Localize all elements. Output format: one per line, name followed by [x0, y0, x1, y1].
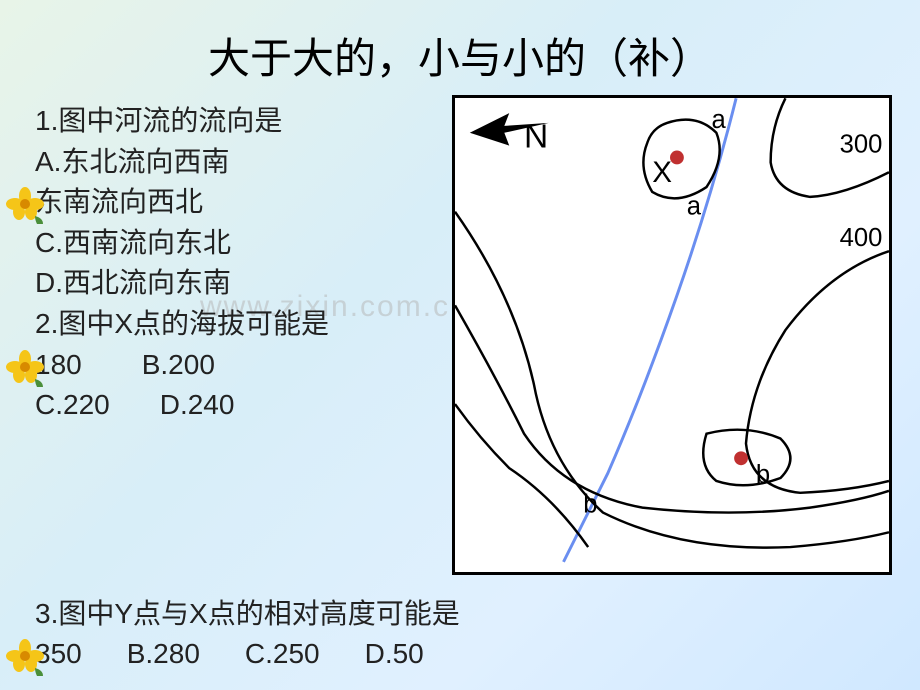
q1-opt-a: A.东北流向西南 — [35, 142, 450, 183]
question-list: 1.图中河流的流向是 A.东北流向西南 东南流向西北 C.西南流向东北 D.西北… — [10, 96, 450, 426]
north-arrow-icon: N — [470, 113, 549, 156]
q3-options: 350 B.280 C.250 D.50 — [35, 634, 900, 675]
a-bottom-label: a — [687, 193, 702, 221]
q3-opt-c: C.250 — [245, 634, 320, 675]
q2-opt-d: D.240 — [160, 385, 235, 426]
label-400: 400 — [840, 224, 883, 252]
diagram-svg: N X a a b b 300 400 — [455, 98, 889, 572]
q2-opt-c: C.220 — [35, 385, 110, 426]
flower-icon — [5, 636, 45, 676]
page-title: 大于大的，小与小的（补） — [0, 0, 920, 96]
x-point — [670, 151, 684, 165]
north-label: N — [524, 119, 548, 156]
label-300: 300 — [840, 131, 883, 159]
q3-stem: 3.图中Y点与X点的相对高度可能是 — [35, 594, 900, 635]
a-top-label: a — [711, 106, 726, 134]
q1-opt-b: 东南流向西北 — [35, 182, 450, 223]
q3-opt-d: D.50 — [365, 634, 424, 675]
flower-icon — [5, 184, 45, 224]
q2-row-ab: 180 B.200 — [35, 345, 450, 386]
q1-opt-d: D.西北流向东南 — [35, 263, 450, 304]
contour-diagram: N X a a b b 300 400 — [452, 95, 892, 575]
q3-opt-b: B.280 — [127, 634, 200, 675]
b-right-label: b — [756, 461, 770, 489]
q1-stem: 1.图中河流的流向是 — [35, 101, 450, 142]
x-label: X — [652, 156, 672, 189]
q2-opt-b: B.200 — [142, 345, 215, 386]
q2-row-cd: C.220 D.240 — [35, 385, 450, 426]
flower-icon — [5, 347, 45, 387]
y-point — [734, 451, 748, 465]
q1-opt-c: C.西南流向东北 — [35, 223, 450, 264]
q2-stem: 2.图中X点的海拔可能是 — [35, 304, 450, 345]
q1-opt-b-text: 东南流向西北 — [35, 186, 203, 217]
q3-block: 3.图中Y点与X点的相对高度可能是 350 B.280 C.250 D.50 — [35, 594, 900, 675]
b-left-label: b — [583, 491, 597, 519]
